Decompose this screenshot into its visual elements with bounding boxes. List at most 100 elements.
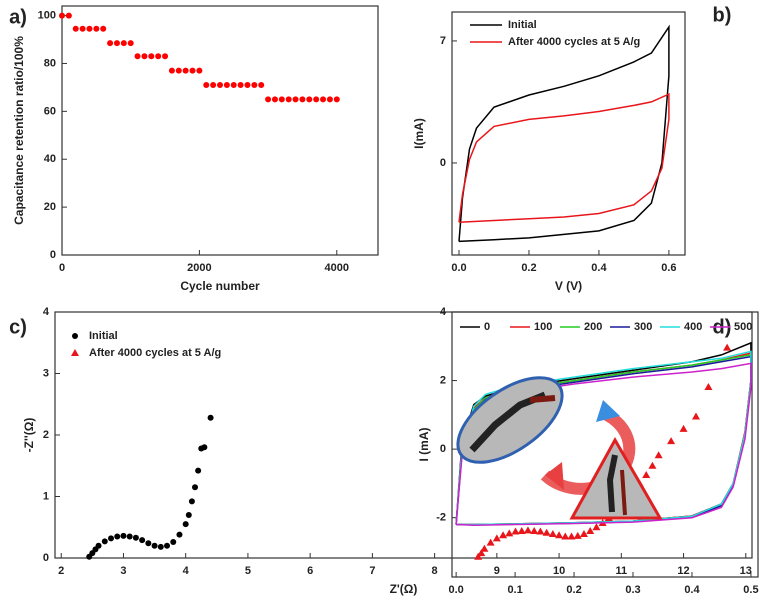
marker: [59, 12, 65, 19]
panel-label: b): [713, 4, 732, 26]
series-line: [458, 92, 670, 223]
marker: [195, 467, 202, 474]
marker: [164, 542, 171, 549]
x-tick-label: 0.0: [448, 584, 463, 596]
marker: [285, 96, 292, 103]
y-tick-label: 4: [43, 306, 50, 318]
x-tick-label: 8: [432, 565, 438, 577]
x-tick-label: 2: [58, 565, 64, 577]
panel-label: a): [9, 6, 27, 28]
marker: [170, 539, 177, 546]
marker: [192, 484, 199, 491]
y-tick-label: 2: [43, 429, 49, 441]
y-tick-label: 4: [440, 306, 447, 318]
marker: [505, 529, 514, 537]
x-tick-label: 0.1: [507, 584, 522, 596]
marker: [114, 533, 121, 540]
marker: [107, 40, 114, 47]
legend-swatch: [71, 349, 79, 356]
y-tick-label: 80: [44, 57, 56, 69]
marker: [691, 412, 700, 420]
y-axis-title: -Z''(Ω): [22, 418, 36, 453]
x-tick-label: 0.2: [566, 584, 581, 596]
marker: [723, 343, 732, 351]
marker: [486, 538, 495, 546]
y-tick-label: 0: [440, 157, 446, 169]
y-axis-title: I (mA): [417, 428, 431, 462]
x-tick-label: 11: [615, 565, 627, 577]
marker: [210, 82, 217, 89]
marker: [126, 533, 133, 540]
marker: [244, 82, 251, 89]
marker: [141, 53, 148, 60]
marker: [108, 535, 115, 542]
x-tick-label: 0.6: [661, 262, 676, 274]
marker: [306, 96, 313, 103]
marker: [499, 531, 508, 539]
marker: [561, 532, 570, 540]
x-tick-label: 0.2: [521, 262, 536, 274]
y-tick-label: 60: [44, 105, 56, 117]
y-tick-label: 1: [43, 490, 49, 502]
x-tick-label: 0.4: [684, 584, 700, 596]
marker: [642, 470, 651, 478]
marker: [326, 96, 333, 103]
marker: [586, 526, 595, 534]
y-tick-label: 0: [43, 552, 49, 564]
marker: [667, 437, 676, 445]
plot-frame: [451, 311, 759, 578]
inset-schematic: [456, 376, 663, 520]
marker: [182, 521, 189, 528]
legend-label: 0: [484, 321, 490, 333]
marker: [176, 531, 183, 538]
marker: [93, 25, 100, 32]
marker: [189, 67, 196, 74]
marker: [188, 498, 195, 505]
marker: [530, 526, 539, 534]
marker: [132, 534, 139, 541]
marker: [679, 424, 688, 432]
marker: [542, 528, 551, 536]
marker: [704, 383, 713, 391]
marker: [223, 82, 230, 89]
x-tick-label: 4000: [325, 262, 349, 274]
marker: [648, 461, 657, 469]
series-line: [458, 24, 670, 243]
marker: [320, 96, 327, 103]
x-tick-label: 0: [59, 262, 65, 274]
marker: [65, 12, 72, 19]
y-tick-label: 7: [440, 35, 446, 47]
marker: [207, 414, 214, 421]
y-tick-label: -2: [436, 512, 446, 524]
marker: [185, 511, 192, 518]
y-tick-label: 40: [44, 153, 56, 165]
marker: [523, 526, 532, 534]
marker: [203, 82, 210, 89]
y-tick-label: 100: [38, 9, 56, 21]
y-tick-label: 0: [50, 249, 56, 261]
x-tick-label: 2000: [187, 262, 211, 274]
x-tick-label: 0.0: [451, 262, 466, 274]
marker: [127, 40, 134, 47]
marker: [258, 82, 265, 89]
x-tick-label: 7: [369, 565, 375, 577]
marker: [536, 527, 545, 535]
marker: [333, 96, 340, 103]
marker: [139, 537, 146, 544]
marker: [237, 82, 244, 89]
marker: [579, 530, 588, 538]
x-axis-title: Z'(Ω): [390, 582, 418, 596]
plot-frame: [451, 11, 686, 256]
x-tick-label: 4: [183, 565, 190, 577]
marker: [567, 532, 576, 540]
marker: [555, 531, 564, 539]
legend-label: After 4000 cycles at 5 A/g: [508, 36, 640, 48]
marker: [292, 96, 299, 103]
marker: [271, 96, 278, 103]
marker: [157, 543, 164, 550]
x-tick-label: 6: [307, 565, 313, 577]
legend-label: Initial: [89, 330, 118, 342]
x-tick-label: 0.3: [625, 584, 640, 596]
marker: [265, 96, 272, 103]
